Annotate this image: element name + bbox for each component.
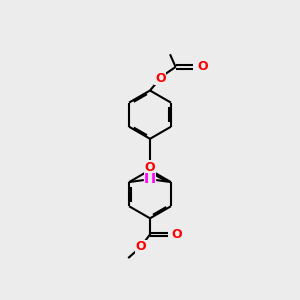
- Text: I: I: [151, 172, 156, 186]
- Text: O: O: [197, 61, 208, 74]
- Text: O: O: [155, 72, 166, 85]
- Text: O: O: [145, 161, 155, 174]
- Text: I: I: [144, 172, 149, 186]
- Text: O: O: [172, 228, 182, 241]
- Text: O: O: [135, 240, 146, 254]
